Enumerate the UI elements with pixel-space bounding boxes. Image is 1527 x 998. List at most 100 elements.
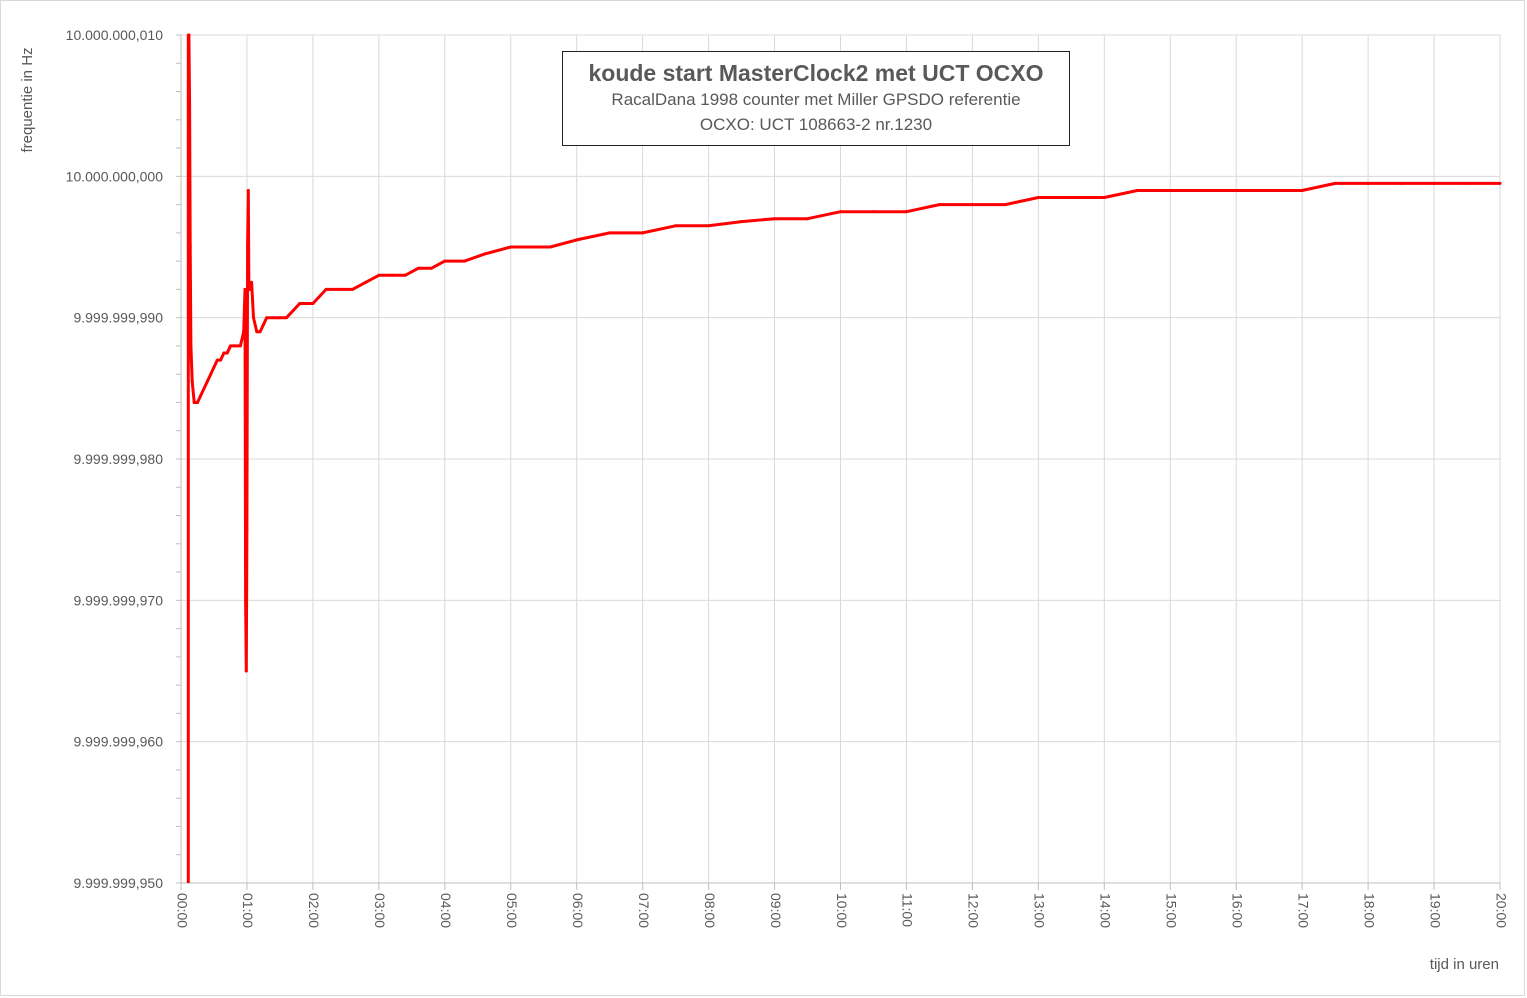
- data-point: [188, 245, 192, 249]
- data-point: [1498, 181, 1502, 185]
- data-point: [548, 245, 552, 249]
- data-point: [377, 273, 381, 277]
- data-point: [904, 210, 908, 214]
- data-point: [1465, 181, 1469, 185]
- data-point: [1102, 196, 1106, 200]
- chart-title-box: koude start MasterClock2 met UCT OCXO Ra…: [562, 51, 1070, 146]
- data-point: [937, 203, 941, 207]
- data-point: [443, 259, 447, 263]
- data-point: [188, 104, 192, 108]
- data-point: [278, 316, 282, 320]
- y-tick-label: 10.000.000,000: [66, 168, 164, 184]
- data-point: [285, 316, 289, 320]
- data-point: [1036, 196, 1040, 200]
- data-point: [641, 231, 645, 235]
- data-point: [350, 287, 354, 291]
- x-tick-label: 19:00: [1427, 893, 1443, 928]
- y-tick-label: 9.999.999,980: [73, 451, 163, 467]
- x-axis-title: tijd in uren: [1430, 956, 1499, 973]
- data-point: [1432, 181, 1436, 185]
- data-point: [463, 259, 467, 263]
- data-point: [235, 344, 239, 348]
- data-point: [1234, 188, 1238, 192]
- x-tick-label: 08:00: [702, 893, 718, 928]
- data-point: [1366, 181, 1370, 185]
- x-tick-label: 06:00: [570, 893, 586, 928]
- x-tick-label: 13:00: [1032, 893, 1048, 928]
- grid-lines: [181, 34, 1501, 883]
- data-point: [246, 188, 250, 192]
- data-point: [608, 231, 612, 235]
- data-point: [243, 287, 247, 291]
- data-point: [1333, 181, 1337, 185]
- data-point: [205, 379, 209, 383]
- data-point: [195, 400, 199, 404]
- data-point: [255, 330, 259, 334]
- x-tick-label: 11:00: [900, 893, 916, 927]
- axes: 00:00 01:00 02:00 03:00 04:00 05:00 06:00 07:00…: [66, 27, 1510, 928]
- data-point: [311, 302, 315, 306]
- data-point: [773, 217, 777, 221]
- x-tick-label: 01:00: [240, 893, 256, 928]
- series-layer: [186, 33, 1502, 883]
- x-tick-label: 17:00: [1295, 893, 1311, 928]
- data-point: [839, 210, 842, 214]
- data-point: [228, 344, 232, 348]
- data-point: [242, 330, 246, 334]
- chart-title: koude start MasterClock2 met UCT OCXO: [588, 60, 1044, 86]
- data-point: [258, 330, 262, 334]
- x-tick-label: 02:00: [306, 893, 322, 928]
- x-tick-label: 20:00: [1493, 893, 1509, 928]
- data-point: [187, 33, 191, 37]
- data-point: [189, 344, 193, 348]
- x-tick-label: 14:00: [1098, 893, 1114, 928]
- data-point: [244, 669, 248, 673]
- y-tick-label: 9.999.999,970: [73, 592, 163, 608]
- data-point: [215, 358, 219, 362]
- data-point: [212, 365, 216, 369]
- data-point: [244, 598, 248, 602]
- data-point: [707, 224, 711, 228]
- x-tick-label: 18:00: [1361, 893, 1377, 928]
- y-axis-title: frequentie in Hz: [19, 47, 36, 152]
- chart-subtitle-line-1: RacalDana 1998 counter met Miller GPSDO …: [611, 90, 1021, 109]
- data-point: [192, 400, 196, 404]
- y-tick-label: 9.999.999,990: [73, 310, 163, 326]
- x-tick-label: 12:00: [966, 893, 982, 928]
- data-point: [199, 393, 203, 397]
- data-point: [250, 280, 254, 284]
- data-point: [209, 372, 213, 376]
- x-tick-label: 16:00: [1229, 893, 1245, 928]
- data-point: [509, 245, 513, 249]
- data-point: [245, 528, 249, 532]
- x-tick-label: 07:00: [636, 893, 652, 928]
- data-point: [219, 358, 223, 362]
- data-point: [265, 316, 269, 320]
- data-point: [232, 344, 236, 348]
- data-point: [252, 316, 256, 320]
- data-point: [291, 309, 295, 313]
- data-point: [225, 351, 229, 355]
- data-point: [970, 203, 974, 207]
- data-point: [1201, 188, 1205, 192]
- data-point: [416, 266, 420, 270]
- data-point: [740, 220, 744, 224]
- data-point: [246, 245, 250, 249]
- data-point: [575, 238, 579, 242]
- data-point: [1300, 188, 1304, 192]
- data-point: [1267, 188, 1271, 192]
- y-tick-label: 10.000.000,010: [66, 27, 164, 43]
- data-point: [202, 386, 206, 390]
- x-tick-label: 10:00: [834, 893, 850, 928]
- data-point: [871, 210, 875, 214]
- data-point: [482, 252, 486, 256]
- data-point: [674, 224, 678, 228]
- data-point: [222, 351, 226, 355]
- data-point: [430, 266, 434, 270]
- data-point: [271, 316, 275, 320]
- x-tick-label: 09:00: [768, 893, 784, 928]
- data-point: [403, 273, 407, 277]
- data-point: [324, 287, 328, 291]
- x-tick-label: 00:00: [174, 893, 190, 928]
